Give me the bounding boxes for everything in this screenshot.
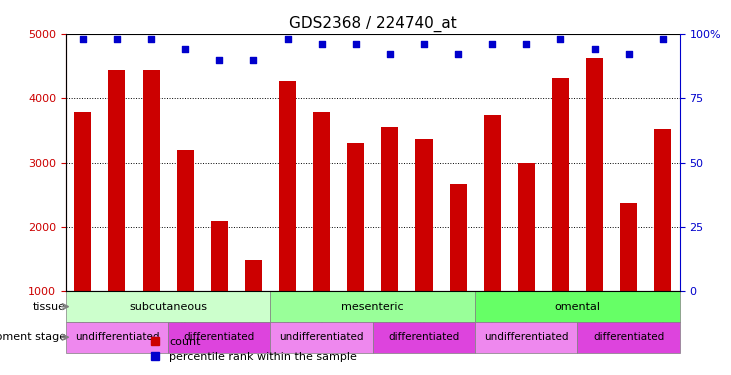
Bar — [279, 81, 296, 291]
Point — [350, 41, 362, 47]
FancyBboxPatch shape — [475, 291, 680, 322]
Point — [179, 46, 191, 52]
Bar — [382, 127, 398, 291]
FancyBboxPatch shape — [270, 322, 373, 352]
Bar — [450, 184, 466, 291]
Bar — [75, 112, 91, 291]
Point — [77, 36, 88, 42]
Point — [555, 36, 567, 42]
Point — [316, 41, 327, 47]
Bar — [143, 70, 159, 291]
Point — [281, 36, 293, 42]
Bar — [620, 203, 637, 291]
Bar — [654, 129, 671, 291]
Text: undifferentiated: undifferentiated — [75, 332, 159, 342]
Point — [588, 46, 600, 52]
Text: mesenteric: mesenteric — [341, 302, 404, 312]
Point — [111, 36, 123, 42]
Bar — [415, 139, 433, 291]
Point — [520, 41, 532, 47]
Point — [623, 51, 635, 57]
FancyBboxPatch shape — [270, 291, 475, 322]
Bar — [108, 70, 126, 291]
Bar — [586, 58, 603, 291]
Text: differentiated: differentiated — [388, 332, 460, 342]
Bar — [245, 260, 262, 291]
Point — [657, 36, 669, 42]
Legend: count, percentile rank within the sample: count, percentile rank within the sample — [145, 332, 362, 367]
Text: differentiated: differentiated — [183, 332, 255, 342]
Text: differentiated: differentiated — [593, 332, 664, 342]
Bar — [177, 150, 194, 291]
FancyBboxPatch shape — [373, 322, 475, 352]
Bar — [484, 115, 501, 291]
Point — [452, 51, 464, 57]
Text: development stage: development stage — [0, 332, 66, 342]
Title: GDS2368 / 224740_at: GDS2368 / 224740_at — [289, 16, 457, 32]
FancyBboxPatch shape — [168, 322, 270, 352]
Bar — [211, 221, 228, 291]
FancyBboxPatch shape — [577, 322, 680, 352]
Bar — [313, 112, 330, 291]
Text: undifferentiated: undifferentiated — [484, 332, 569, 342]
FancyBboxPatch shape — [66, 322, 168, 352]
Bar — [347, 142, 364, 291]
Text: omental: omental — [555, 302, 600, 312]
FancyBboxPatch shape — [475, 322, 577, 352]
Point — [384, 51, 395, 57]
Text: subcutaneous: subcutaneous — [129, 302, 207, 312]
Bar — [552, 78, 569, 291]
Point — [248, 57, 260, 63]
Point — [145, 36, 157, 42]
Bar — [518, 163, 535, 291]
FancyBboxPatch shape — [66, 291, 270, 322]
Point — [213, 57, 225, 63]
Point — [418, 41, 430, 47]
Text: undifferentiated: undifferentiated — [279, 332, 364, 342]
Point — [486, 41, 498, 47]
Text: tissue: tissue — [33, 302, 66, 312]
